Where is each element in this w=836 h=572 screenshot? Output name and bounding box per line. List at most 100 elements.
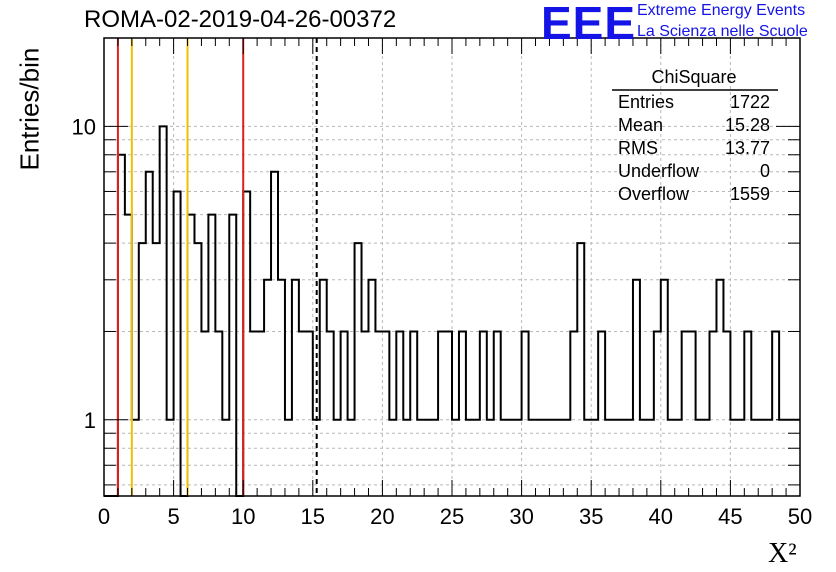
histogram-bin: [689, 331, 696, 496]
histogram-bin: [334, 420, 341, 496]
histogram-bin: [452, 420, 459, 496]
x-tick-label: 15: [301, 504, 325, 529]
histogram-bin: [299, 331, 306, 496]
histogram-bin: [480, 331, 487, 496]
histogram-bin: [348, 420, 355, 496]
histogram-bin: [605, 420, 612, 496]
histogram-bin: [536, 420, 543, 496]
histogram-bin: [696, 420, 703, 496]
histogram-bin: [306, 331, 313, 496]
histogram-bin: [737, 420, 744, 496]
histogram-bin: [494, 331, 501, 496]
histogram-bin: [146, 172, 153, 496]
histogram-outline: [104, 125, 800, 497]
histogram-bin: [229, 215, 236, 496]
histogram-bin: [167, 420, 174, 496]
histogram-bin: [598, 331, 605, 496]
histogram-bin: [515, 420, 522, 496]
histogram-bin: [368, 280, 375, 496]
histogram-bin: [563, 420, 570, 496]
stats-value: 0: [759, 161, 770, 181]
histogram-bin: [501, 420, 508, 496]
histogram-bin: [278, 280, 285, 496]
eee-logo-mark: EEE: [541, 0, 637, 49]
histogram-bin: [640, 420, 647, 496]
x-tick-label: 40: [649, 504, 673, 529]
histogram-bin: [341, 331, 348, 496]
stats-row-entries: Entries 1722: [618, 92, 770, 114]
stats-label: Underflow: [618, 161, 700, 181]
x-tick-label: 30: [509, 504, 533, 529]
histogram-bin: [703, 420, 710, 496]
stats-value: 13.77: [724, 138, 770, 158]
histogram-bin: [257, 331, 264, 496]
histogram-bin: [118, 155, 125, 496]
histogram-bin: [424, 420, 431, 496]
histogram-bin: [250, 331, 257, 496]
histogram-bin: [675, 420, 682, 496]
histogram-bin: [417, 420, 424, 496]
stats-label: Overflow: [618, 184, 690, 204]
histogram-bin: [160, 126, 167, 496]
histogram-bin: [382, 331, 389, 496]
histogram-bin: [682, 331, 689, 496]
histogram-bin: [522, 331, 529, 496]
histogram-bin: [215, 331, 222, 496]
stats-row-underflow: Underflow 0: [618, 161, 770, 183]
x-tick-label: 0: [98, 504, 110, 529]
histogram-bin: [243, 191, 250, 496]
histogram-bin: [751, 420, 758, 496]
histogram-bin: [320, 280, 327, 496]
histogram-bin: [285, 420, 292, 496]
histogram-bin: [633, 280, 640, 496]
histogram-bin: [577, 243, 584, 496]
histogram-bin: [139, 243, 146, 496]
histogram-bin: [584, 420, 591, 496]
histogram-bin: [661, 280, 668, 496]
histogram-bin: [723, 331, 730, 496]
axis-tick-labels: 0 5 10 15 20 25 30 35 40 45 50 1 10: [72, 114, 813, 529]
stats-row-overflow: Overflow 1559: [618, 184, 770, 206]
x-tick-label: 50: [788, 504, 812, 529]
histogram-bin: [459, 331, 466, 496]
histogram-bin: [570, 331, 577, 496]
histogram-bin: [222, 420, 229, 496]
y-axis-label: Entries/bin: [14, 47, 45, 171]
histogram-bin: [362, 331, 369, 496]
histogram-bin: [264, 280, 271, 496]
histogram-bin: [292, 280, 299, 496]
histogram-bin: [445, 331, 452, 496]
histogram-bin: [730, 420, 737, 496]
stats-box-title: ChiSquare: [651, 67, 737, 87]
stats-label: Entries: [618, 92, 675, 112]
histogram-bin: [174, 191, 181, 496]
histogram-bin: [194, 243, 201, 496]
histogram-bin: [271, 172, 278, 496]
axis-ticks: [103, 38, 801, 496]
logo-line-1: Extreme Energy Events: [637, 2, 806, 19]
histogram-bin: [744, 331, 751, 496]
stats-value: 1559: [729, 184, 770, 204]
histogram-bin: [473, 420, 480, 496]
grid-lines: [104, 38, 800, 496]
histogram-bin: [619, 420, 626, 496]
histogram-bin: [208, 215, 215, 496]
logo-line-2: La Scienza nelle Scuole: [637, 23, 808, 40]
stats-label: RMS: [618, 138, 658, 158]
stats-row-mean: Mean 15.28: [618, 115, 770, 137]
x-tick-label: 5: [167, 504, 179, 529]
histogram-bin: [710, 331, 717, 496]
histogram-bin: [153, 243, 160, 496]
histogram-bin: [389, 420, 396, 496]
histogram-bin: [529, 420, 536, 496]
histogram-bin: [508, 420, 515, 496]
histogram-bin: [647, 420, 654, 496]
stats-value: 15.28: [724, 115, 770, 135]
histogram-bin: [466, 420, 473, 496]
histogram-bin: [375, 331, 382, 496]
y-tick-label: 10: [72, 114, 96, 139]
y-tick-label: 1: [84, 408, 96, 433]
histogram-bin: [772, 331, 779, 496]
histogram-bin: [758, 420, 765, 496]
x-axis-label: X²: [768, 538, 797, 569]
